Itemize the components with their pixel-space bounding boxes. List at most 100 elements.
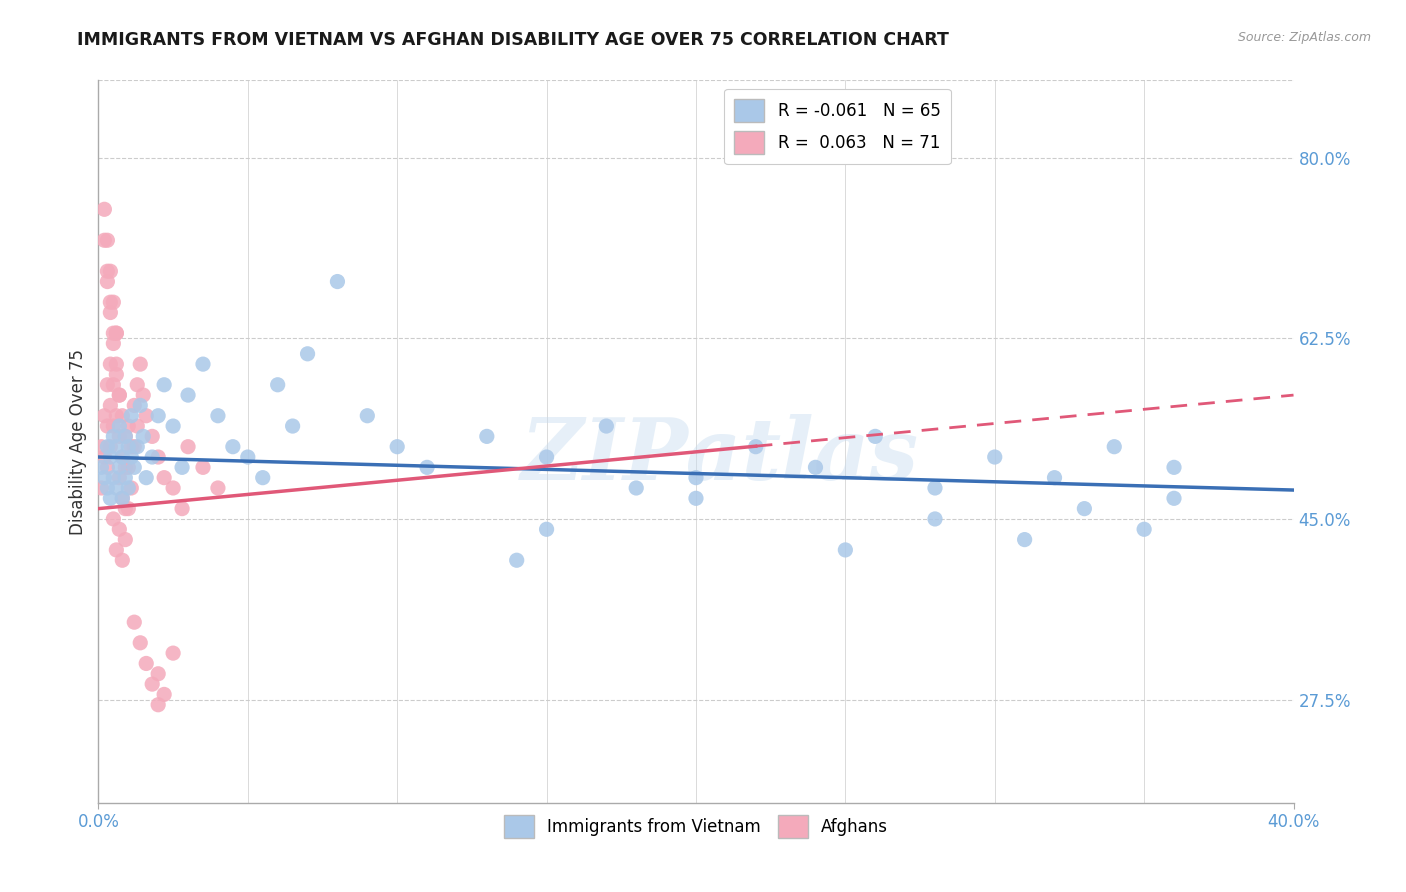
- Point: [103, 512, 125, 526]
- Point: [222, 440, 245, 454]
- Point: [207, 481, 229, 495]
- Point: [114, 533, 136, 547]
- Point: [117, 460, 139, 475]
- Point: [108, 419, 131, 434]
- Text: ZIPatlas: ZIPatlas: [520, 414, 920, 498]
- Point: [141, 429, 163, 443]
- Point: [124, 398, 146, 412]
- Point: [98, 450, 122, 464]
- Point: [536, 450, 558, 464]
- Point: [153, 687, 176, 701]
- Point: [108, 470, 131, 484]
- Point: [105, 357, 128, 371]
- Point: [236, 450, 259, 464]
- Point: [105, 368, 128, 382]
- Point: [120, 481, 142, 495]
- Point: [1104, 440, 1126, 454]
- Point: [162, 481, 184, 495]
- Point: [745, 440, 768, 454]
- Point: [111, 491, 134, 506]
- Point: [416, 460, 439, 475]
- Point: [1043, 470, 1066, 484]
- Point: [685, 470, 707, 484]
- Point: [148, 450, 170, 464]
- Point: [93, 202, 115, 217]
- Point: [98, 440, 122, 454]
- Point: [536, 522, 558, 536]
- Point: [924, 512, 946, 526]
- Point: [117, 501, 139, 516]
- Point: [98, 398, 122, 412]
- Point: [114, 429, 136, 443]
- Point: [834, 542, 856, 557]
- Point: [96, 481, 118, 495]
- Point: [93, 409, 115, 423]
- Point: [114, 470, 136, 484]
- Point: [111, 491, 134, 506]
- Point: [98, 264, 122, 278]
- Point: [108, 460, 131, 475]
- Point: [385, 440, 409, 454]
- Point: [127, 377, 149, 392]
- Point: [297, 347, 319, 361]
- Point: [595, 419, 617, 434]
- Point: [124, 615, 146, 630]
- Point: [96, 233, 118, 247]
- Point: [281, 419, 304, 434]
- Point: [207, 409, 229, 423]
- Point: [129, 636, 152, 650]
- Point: [135, 470, 157, 484]
- Point: [984, 450, 1007, 464]
- Point: [141, 677, 163, 691]
- Point: [685, 491, 707, 506]
- Point: [96, 419, 118, 434]
- Point: [1163, 491, 1185, 506]
- Point: [356, 409, 378, 423]
- Point: [105, 326, 128, 340]
- Point: [111, 553, 134, 567]
- Text: Source: ZipAtlas.com: Source: ZipAtlas.com: [1237, 31, 1371, 45]
- Point: [90, 440, 112, 454]
- Point: [93, 450, 115, 464]
- Point: [1014, 533, 1036, 547]
- Point: [114, 460, 136, 475]
- Point: [148, 698, 170, 712]
- Point: [98, 357, 122, 371]
- Point: [108, 388, 131, 402]
- Point: [172, 501, 194, 516]
- Point: [103, 326, 125, 340]
- Point: [103, 295, 125, 310]
- Point: [1073, 501, 1095, 516]
- Point: [117, 481, 139, 495]
- Point: [120, 450, 142, 464]
- Point: [96, 460, 118, 475]
- Point: [96, 264, 118, 278]
- Point: [132, 388, 155, 402]
- Point: [120, 440, 142, 454]
- Point: [105, 440, 128, 454]
- Point: [148, 409, 170, 423]
- Point: [162, 646, 184, 660]
- Point: [108, 388, 131, 402]
- Text: IMMIGRANTS FROM VIETNAM VS AFGHAN DISABILITY AGE OVER 75 CORRELATION CHART: IMMIGRANTS FROM VIETNAM VS AFGHAN DISABI…: [77, 31, 949, 49]
- Point: [506, 553, 529, 567]
- Point: [865, 429, 887, 443]
- Point: [103, 377, 125, 392]
- Point: [96, 275, 118, 289]
- Point: [108, 429, 131, 443]
- Point: [129, 357, 152, 371]
- Point: [90, 460, 112, 475]
- Point: [177, 388, 200, 402]
- Point: [103, 419, 125, 434]
- Point: [105, 326, 128, 340]
- Point: [141, 450, 163, 464]
- Point: [127, 440, 149, 454]
- Point: [252, 470, 274, 484]
- Point: [124, 460, 146, 475]
- Point: [111, 450, 134, 464]
- Point: [98, 305, 122, 319]
- Point: [90, 481, 112, 495]
- Point: [191, 460, 214, 475]
- Point: [96, 377, 118, 392]
- Legend: Immigrants from Vietnam, Afghans: Immigrants from Vietnam, Afghans: [498, 808, 894, 845]
